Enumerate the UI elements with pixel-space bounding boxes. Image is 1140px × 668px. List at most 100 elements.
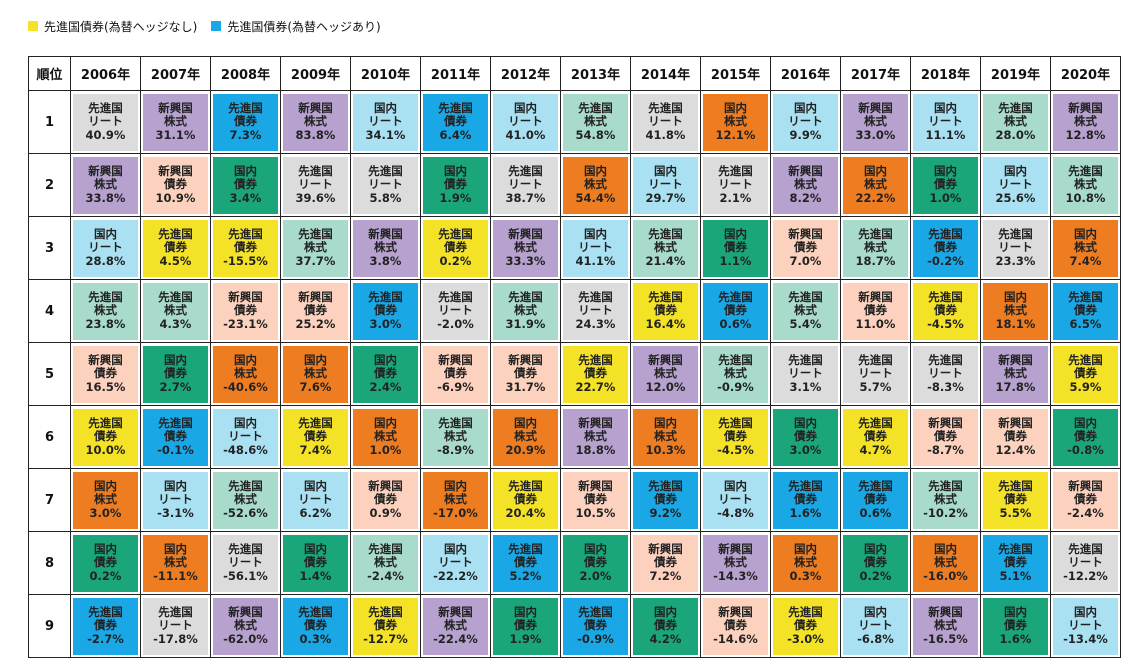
asset-name-line2: 債券	[1074, 429, 1097, 444]
asset-name-line2: 株式	[1074, 114, 1097, 129]
asset-cell: 新興国 債券 12.4%	[983, 408, 1048, 466]
asset-cell: 国内 リート -48.6%	[213, 408, 278, 466]
return-value: -16.0%	[923, 568, 968, 583]
return-value: -0.9%	[717, 379, 754, 394]
return-value: -48.6%	[223, 442, 268, 457]
asset-cell: 新興国 債券 -2.4%	[1053, 471, 1118, 529]
return-value: 0.3%	[299, 631, 332, 646]
table-cell: 国内 債券 2.7%	[140, 342, 211, 406]
table-cell: 新興国 債券 10.9%	[140, 153, 211, 217]
asset-cell: 先進国 債券 10.0%	[73, 408, 138, 466]
asset-name-line2: 株式	[374, 429, 397, 444]
asset-name-line1: 先進国	[1068, 289, 1103, 304]
asset-name-line1: 新興国	[158, 100, 193, 115]
asset-name-line1: 国内	[654, 415, 677, 430]
return-value: 5.8%	[369, 190, 402, 205]
asset-name-line2: 債券	[1004, 555, 1027, 570]
table-cell: 国内 リート -6.8%	[840, 594, 911, 658]
table-cell: 先進国 リート 38.7%	[490, 153, 561, 217]
table-cell: 先進国 債券 7.4%	[280, 405, 351, 469]
asset-name-line1: 新興国	[88, 163, 123, 178]
return-value: 10.9%	[155, 190, 196, 205]
return-value: 5.2%	[509, 568, 542, 583]
asset-name-line1: 先進国	[718, 289, 753, 304]
table-cell: 国内 債券 3.4%	[210, 153, 281, 217]
table-cell: 国内 リート 6.2%	[280, 468, 351, 532]
asset-name-line2: 債券	[304, 618, 327, 633]
asset-name-line1: 先進国	[858, 352, 893, 367]
table-row: 9 先進国 債券 -2.7% 先進国 リート -17.8% 新興国 株式 -62.0% 先進国 債券 0…	[28, 594, 1121, 658]
asset-cell: 新興国 株式 18.8%	[563, 408, 628, 466]
asset-name-line2: 株式	[724, 555, 747, 570]
asset-cell: 新興国 債券 -6.9%	[423, 345, 488, 403]
return-value: 0.2%	[89, 568, 122, 583]
return-value: 83.8%	[295, 127, 336, 142]
asset-name-line2: 債券	[934, 429, 957, 444]
asset-name-line1: 先進国	[788, 604, 823, 619]
asset-name-line1: 新興国	[88, 352, 123, 367]
table-cell: 国内 債券 1.9%	[420, 153, 491, 217]
table-cell: 新興国 債券 31.7%	[490, 342, 561, 406]
return-value: 33.0%	[855, 127, 896, 142]
return-value: 1.0%	[369, 442, 402, 457]
return-value: -8.3%	[927, 379, 964, 394]
asset-ranking-table: 順位 2006年 2007年 2008年 2009年 2010年 2011年 2012年 20…	[28, 56, 1121, 658]
asset-cell: 先進国 株式 4.3%	[143, 282, 208, 340]
legend-swatch-hedged	[211, 21, 222, 31]
return-value: 28.8%	[85, 253, 126, 268]
table-cell: 先進国 株式 -10.2%	[910, 468, 981, 532]
asset-name-line1: 先進国	[1068, 352, 1103, 367]
asset-cell: 国内 リート -6.8%	[843, 597, 908, 655]
table-cell: 国内 リート 34.1%	[350, 90, 421, 154]
asset-name-line2: 株式	[444, 618, 467, 633]
return-value: -8.7%	[927, 442, 964, 457]
asset-name-line2: 株式	[1004, 366, 1027, 381]
return-value: 20.9%	[505, 442, 546, 457]
rank-cell: 6	[28, 405, 71, 469]
asset-name-line2: 債券	[164, 240, 187, 255]
asset-cell: 先進国 リート -56.1%	[213, 534, 278, 592]
asset-name-line2: リート	[578, 240, 613, 255]
table-row: 4 先進国 株式 23.8% 先進国 株式 4.3% 新興国 債券 -23.1% 新興国 債券 25.2…	[28, 279, 1121, 343]
table-cell: 先進国 リート 24.3%	[560, 279, 631, 343]
asset-name-line1: 国内	[654, 163, 677, 178]
asset-name-line1: 先進国	[438, 415, 473, 430]
asset-name-line2: 債券	[584, 618, 607, 633]
asset-name-line1: 新興国	[228, 604, 263, 619]
table-cell: 新興国 債券 -6.9%	[420, 342, 491, 406]
table-cell: 国内 債券 1.0%	[910, 153, 981, 217]
asset-name-line2: リート	[718, 177, 753, 192]
asset-name-line1: 国内	[1074, 226, 1097, 241]
asset-name-line1: 先進国	[508, 163, 543, 178]
table-row: 5 新興国 債券 16.5% 国内 債券 2.7% 国内 株式 -40.6% 国内 株式 7.6% 国内債…	[28, 342, 1121, 406]
asset-name-line1: 先進国	[998, 226, 1033, 241]
return-value: -0.2%	[927, 253, 964, 268]
asset-name-line1: 新興国	[718, 541, 753, 556]
asset-name-line2: 債券	[164, 177, 187, 192]
asset-cell: 先進国 リート 40.9%	[73, 93, 138, 151]
asset-cell: 国内 債券 1.9%	[493, 597, 558, 655]
asset-cell: 先進国 リート 5.8%	[353, 156, 418, 214]
asset-name-line1: 国内	[934, 541, 957, 556]
asset-name-line2: 株式	[304, 240, 327, 255]
year-header: 2020年	[1050, 56, 1121, 91]
table-cell: 国内 株式 0.3%	[770, 531, 841, 595]
asset-name-line2: 株式	[94, 177, 117, 192]
table-cell: 先進国 リート 23.3%	[980, 216, 1051, 280]
asset-name-line1: 新興国	[648, 541, 683, 556]
asset-name-line1: 国内	[1074, 604, 1097, 619]
table-cell: 先進国 リート -8.3%	[910, 342, 981, 406]
asset-name-line2: 債券	[374, 618, 397, 633]
asset-name-line1: 先進国	[998, 478, 1033, 493]
table-cell: 国内 株式 3.0%	[70, 468, 141, 532]
year-header: 2008年	[210, 56, 281, 91]
asset-cell: 新興国 株式 12.0%	[633, 345, 698, 403]
asset-name-line2: 債券	[304, 303, 327, 318]
asset-name-line1: 先進国	[88, 289, 123, 304]
table-cell: 国内 債券 3.0%	[770, 405, 841, 469]
asset-cell: 先進国 債券 -0.9%	[563, 597, 628, 655]
asset-cell: 国内 債券 4.2%	[633, 597, 698, 655]
return-value: 4.5%	[159, 253, 192, 268]
asset-cell: 先進国 債券 5.2%	[493, 534, 558, 592]
return-value: 41.0%	[505, 127, 546, 142]
